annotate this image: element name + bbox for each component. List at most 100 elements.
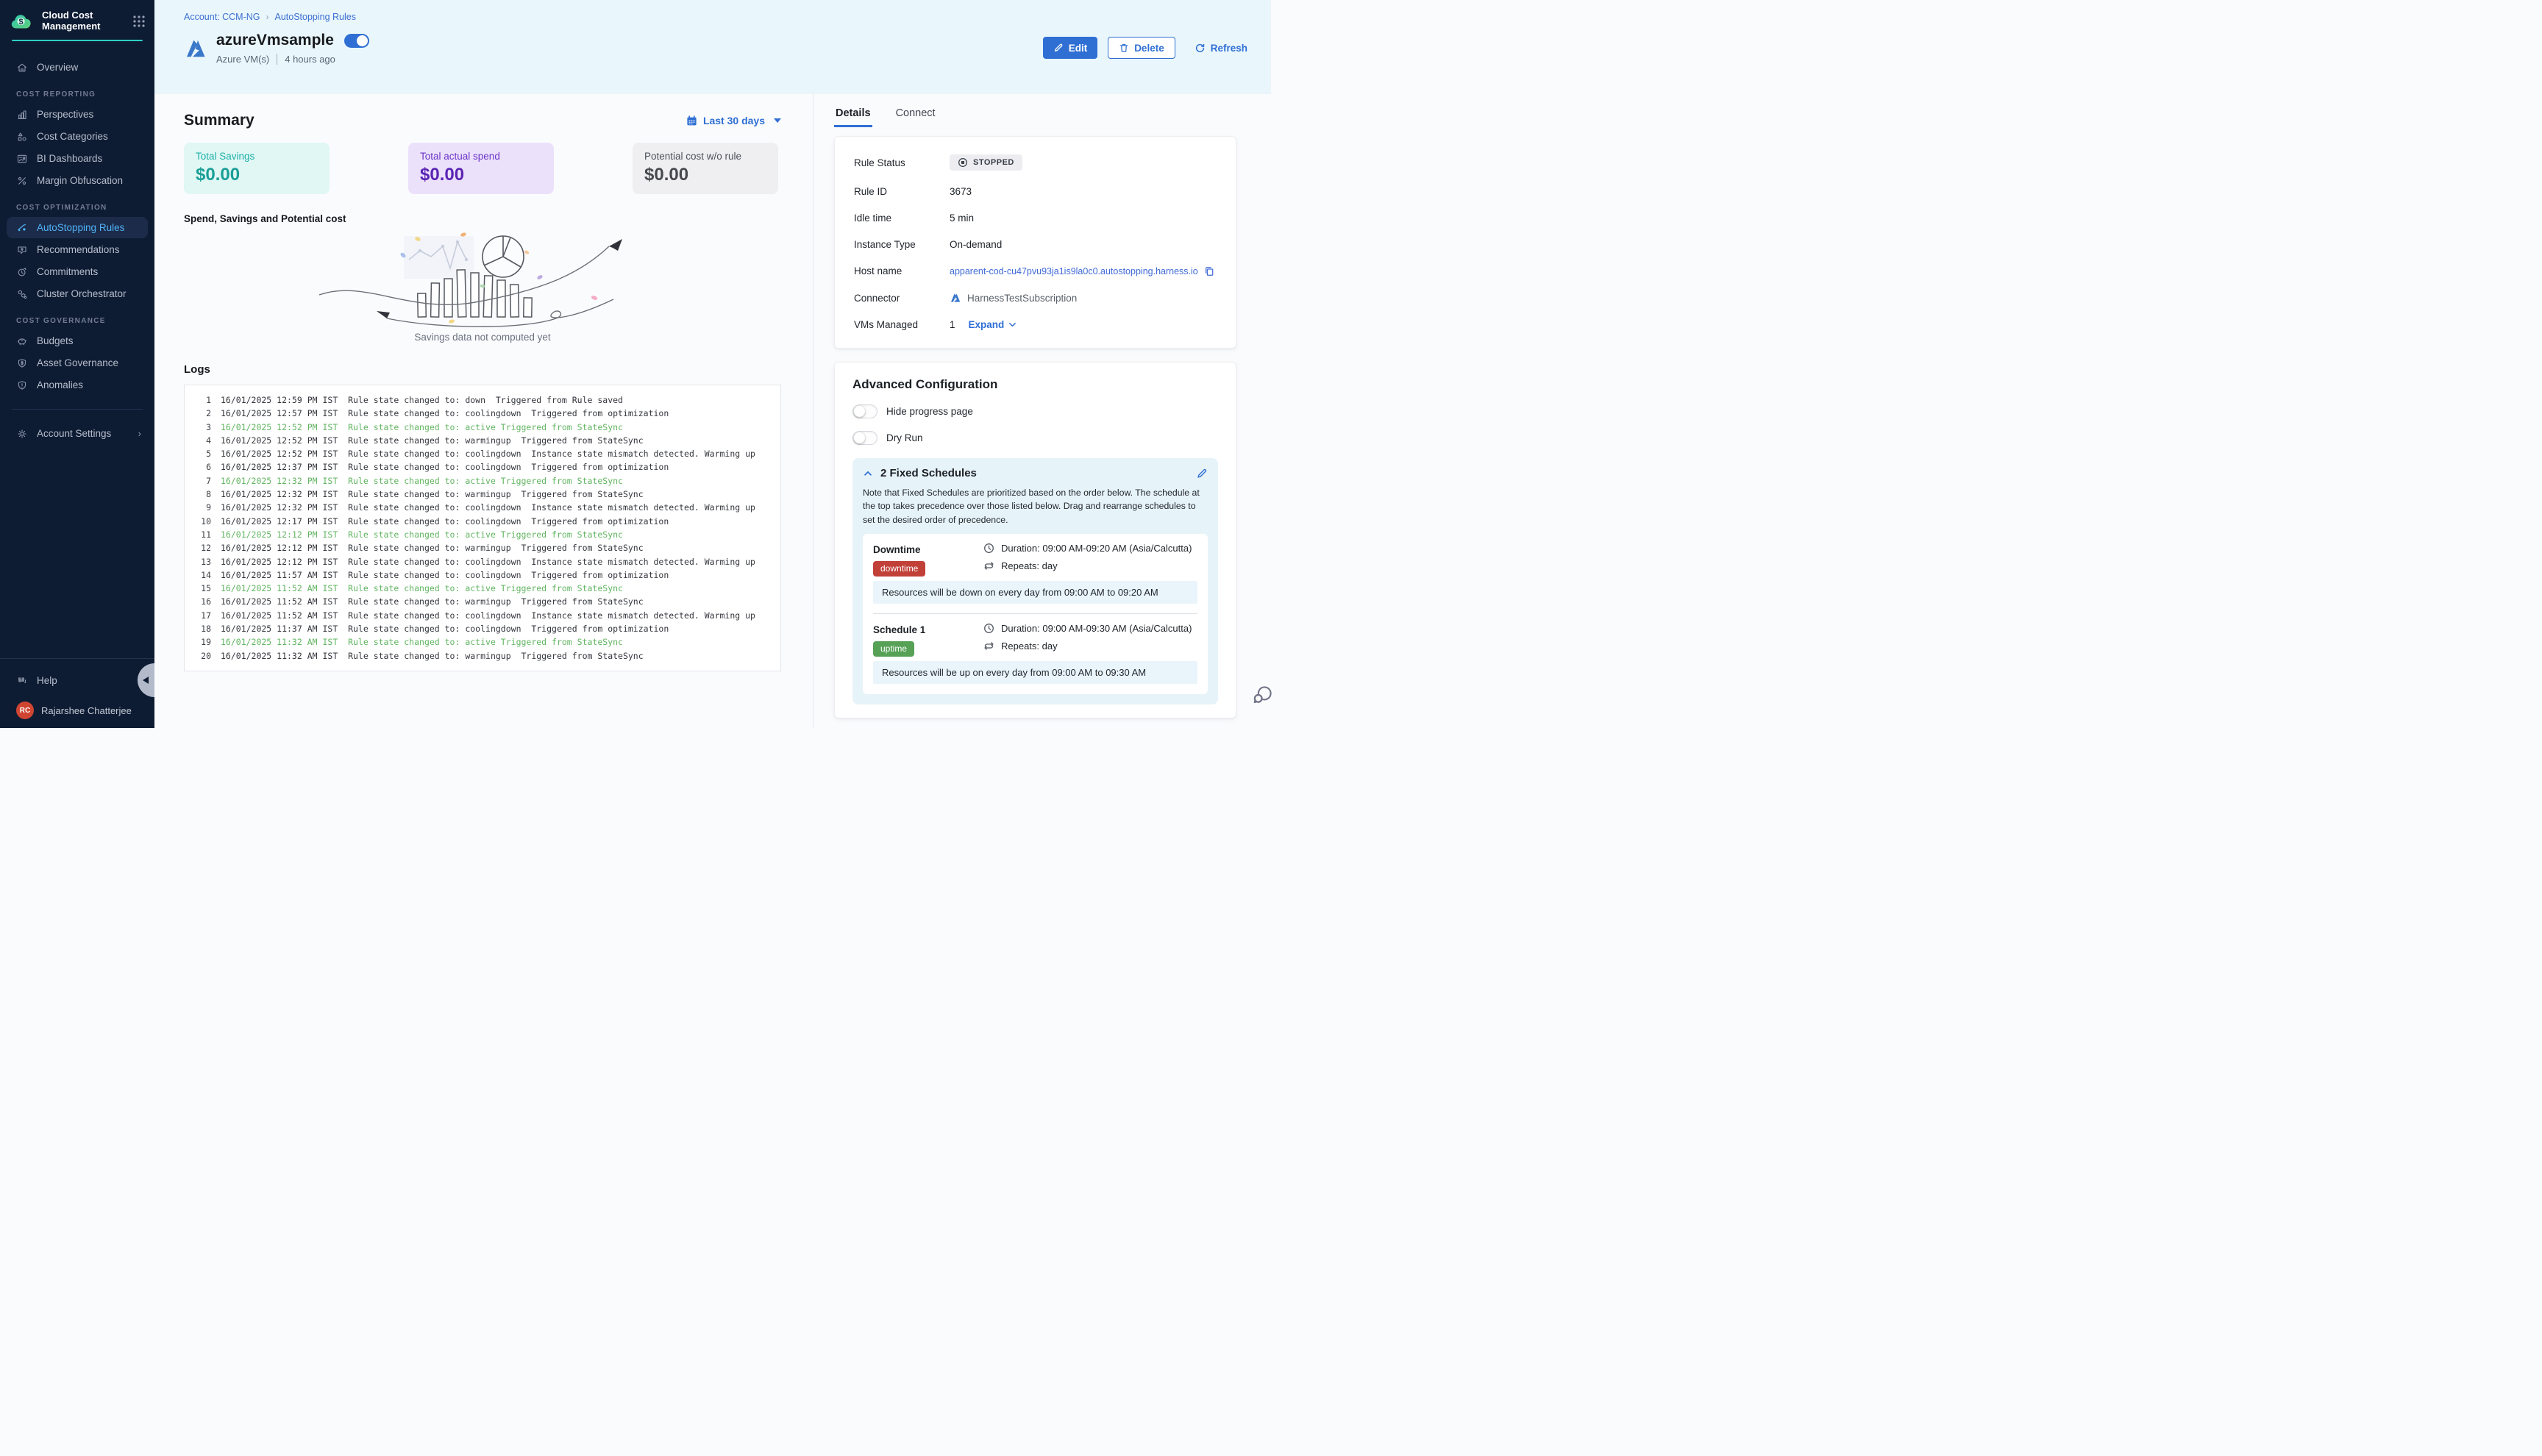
- sidebar-item-cost-categories[interactable]: Cost Categories: [7, 126, 148, 147]
- piggy-bank-icon: [16, 335, 28, 347]
- section-header-cost-governance: COST GOVERNANCE: [16, 317, 106, 325]
- shield-dollar-icon: [16, 357, 28, 369]
- vms-managed-label: VMs Managed: [854, 319, 919, 330]
- module-switcher-icon[interactable]: [132, 15, 146, 28]
- sidebar-item-budgets[interactable]: Budgets: [7, 330, 148, 351]
- dashboard-icon: [16, 153, 28, 165]
- log-line-text: 16/01/2025 12:37 PM IST Rule state chang…: [221, 462, 669, 473]
- schedule-duration: Duration: 09:00 AM-09:20 AM (Asia/Calcut…: [1001, 543, 1192, 554]
- toggle-label: Hide progress page: [886, 406, 973, 417]
- schedule-item-uptime[interactable]: Schedule 1 uptime Duration: 09:00 AM-09:…: [873, 623, 1197, 685]
- refresh-button[interactable]: Refresh: [1192, 37, 1250, 59]
- dry-run-toggle[interactable]: [852, 431, 877, 445]
- sidebar-item-cluster-orchestrator[interactable]: Cluster Orchestrator: [7, 283, 148, 304]
- edit-button[interactable]: Edit: [1042, 37, 1098, 59]
- recommendation-icon: [16, 244, 28, 256]
- clock-icon: [983, 623, 994, 634]
- date-range-dropdown[interactable]: Last 30 days: [686, 115, 781, 126]
- delete-button[interactable]: Delete: [1108, 37, 1175, 59]
- stop-circle-icon: [958, 157, 968, 168]
- schedule-duration: Duration: 09:00 AM-09:30 AM (Asia/Calcut…: [1001, 623, 1192, 635]
- refresh-icon: [1195, 43, 1206, 54]
- help-chat-icon: ?: [16, 675, 28, 687]
- sidebar-collapse-handle[interactable]: [138, 663, 154, 697]
- gear-icon: [16, 428, 28, 440]
- log-line: 10 16/01/2025 12:17 PM IST Rule state cha…: [185, 515, 780, 528]
- sidebar-item-anomalies[interactable]: Anomalies: [7, 374, 148, 396]
- breadcrumb: Account: CCM-NG › AutoStopping Rules: [184, 12, 1250, 22]
- breadcrumb-page-link[interactable]: AutoStopping Rules: [274, 12, 357, 22]
- log-line-text: 16/01/2025 12:52 PM IST Rule state chang…: [221, 421, 623, 432]
- log-line: 20 16/01/2025 11:32 AM IST Rule state cha…: [185, 649, 780, 663]
- rule-id-value: 3673: [950, 186, 972, 197]
- sidebar-item-account-settings[interactable]: Account Settings ›: [7, 423, 148, 444]
- host-name-link[interactable]: apparent-cod-cu47pvu93ja1is9la0c0.autost…: [950, 265, 1198, 276]
- sidebar-item-overview[interactable]: Overview: [7, 57, 148, 78]
- log-line-number: 13: [201, 556, 211, 567]
- tab-details[interactable]: Details: [834, 107, 872, 127]
- log-line-number: 1: [206, 395, 211, 405]
- sidebar-item-label: Budgets: [37, 335, 74, 346]
- log-line-text: 16/01/2025 11:52 AM IST Rule state chang…: [221, 610, 755, 621]
- advanced-configuration-title: Advanced Configuration: [852, 377, 998, 391]
- user-menu[interactable]: RC Rajarshee Chatterjee: [7, 702, 148, 719]
- log-line-text: 16/01/2025 11:32 AM IST Rule state chang…: [221, 650, 644, 661]
- sidebar-item-autostopping-rules[interactable]: AutoStopping Rules: [7, 217, 148, 238]
- sidebar-item-label: Recommendations: [37, 244, 120, 255]
- log-line: 17 16/01/2025 11:52 AM IST Rule state cha…: [185, 609, 780, 622]
- stat-label: Total Savings: [196, 151, 255, 162]
- expand-vms-button[interactable]: Expand: [969, 319, 1018, 330]
- sidebar-item-label: Cost Categories: [37, 131, 108, 142]
- vms-managed-count: 1: [950, 319, 955, 330]
- support-chat-button[interactable]: [1250, 682, 1275, 707]
- percent-icon: [16, 175, 28, 187]
- section-header-cost-reporting: COST REPORTING: [16, 90, 96, 99]
- sidebar-item-bi-dashboards[interactable]: BI Dashboards: [7, 148, 148, 169]
- log-line-number: 9: [206, 502, 211, 513]
- page-header: Account: CCM-NG › AutoStopping Rules azu…: [154, 0, 1271, 94]
- log-line-number: 7: [206, 475, 211, 486]
- sidebar-item-help[interactable]: ? Help: [7, 670, 148, 691]
- hide-progress-page-toggle[interactable]: [852, 404, 877, 418]
- shapes-icon: [16, 131, 28, 143]
- tab-connect[interactable]: Connect: [895, 107, 936, 119]
- schedule-item-downtime[interactable]: Downtime downtime Duration: 09:00 AM-09:…: [873, 543, 1197, 604]
- calendar-icon: [686, 115, 697, 126]
- advanced-configuration-card: Advanced Configuration Hide progress pag…: [834, 362, 1236, 719]
- pencil-icon: [1053, 43, 1064, 53]
- azure-logo-icon: [184, 37, 207, 60]
- copy-icon[interactable]: [1204, 266, 1214, 276]
- schedule-repeats: Repeats: day: [1001, 560, 1058, 572]
- azure-connector-icon: [950, 292, 961, 304]
- edit-schedules-icon[interactable]: [1196, 468, 1208, 479]
- sidebar-item-commitments[interactable]: Commitments: [7, 261, 148, 282]
- sidebar-item-perspectives[interactable]: Perspectives: [7, 104, 148, 125]
- schedule-description: Resources will be down on every day from…: [873, 581, 1197, 604]
- sidebar-item-margin-obfuscation[interactable]: Margin Obfuscation: [7, 170, 148, 191]
- log-line: 11 16/01/2025 12:12 PM IST Rule state cha…: [185, 528, 780, 541]
- status-badge: STOPPED: [950, 154, 1022, 171]
- log-line: 16 16/01/2025 11:52 AM IST Rule state cha…: [185, 595, 780, 608]
- sidebar-item-asset-governance[interactable]: Asset Governance: [7, 352, 148, 374]
- total-savings-card: Total Savings $0.00: [184, 143, 330, 194]
- log-line-number: 8: [206, 489, 211, 500]
- log-line-number: 17: [201, 610, 211, 621]
- rule-enabled-toggle[interactable]: [343, 33, 369, 48]
- log-line: 2 16/01/2025 12:57 PM IST Rule state chan…: [185, 407, 780, 420]
- log-line-number: 3: [206, 421, 211, 432]
- log-line-number: 5: [206, 449, 211, 460]
- sidebar-item-recommendations[interactable]: Recommendations: [7, 239, 148, 260]
- log-line-text: 16/01/2025 12:57 PM IST Rule state chang…: [221, 408, 669, 419]
- breadcrumb-account-link[interactable]: Account: CCM-NG: [184, 12, 260, 22]
- svg-text:$: $: [19, 18, 24, 26]
- schedule-divider: [873, 613, 1197, 615]
- section-header-cost-optimization: COST OPTIMIZATION: [16, 204, 107, 212]
- host-name-label: Host name: [854, 265, 902, 276]
- chevron-up-icon[interactable]: [863, 468, 873, 479]
- log-line-text: 16/01/2025 12:32 PM IST Rule state chang…: [221, 489, 644, 500]
- log-line-text: 16/01/2025 12:52 PM IST Rule state chang…: [221, 435, 644, 446]
- log-line-text: 16/01/2025 11:52 AM IST Rule state chang…: [221, 583, 623, 594]
- shield-alert-icon: [16, 379, 28, 391]
- log-line-text: 16/01/2025 11:57 AM IST Rule state chang…: [221, 569, 669, 580]
- empty-chart-message: Savings data not computed yet: [414, 332, 551, 343]
